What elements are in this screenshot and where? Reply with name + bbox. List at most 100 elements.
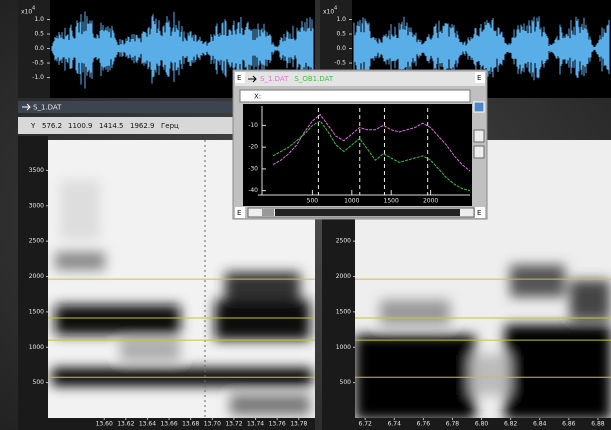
x-tick-label: 1500 bbox=[384, 198, 399, 205]
x-tick-label: 6.74 bbox=[388, 421, 402, 428]
waveform bbox=[51, 11, 314, 89]
y-tick-label: 1000 bbox=[29, 344, 44, 351]
arrow-icon bbox=[248, 75, 257, 83]
blob bbox=[570, 280, 610, 320]
blob bbox=[355, 335, 475, 418]
x-tick-label: 13.72 bbox=[225, 421, 242, 428]
y-tick-label: 1500 bbox=[336, 308, 351, 315]
scale-exponent: 4 bbox=[32, 6, 35, 12]
scale-exponent: 4 bbox=[334, 6, 337, 12]
x-tick-label: 13.66 bbox=[160, 421, 177, 428]
x-field[interactable] bbox=[239, 89, 471, 103]
x-tick-label: 13.68 bbox=[182, 421, 199, 428]
formant-value: 1414.5 bbox=[99, 122, 124, 130]
corner-label: E bbox=[237, 209, 241, 217]
blob bbox=[225, 272, 300, 300]
formant-value: 576.2 bbox=[42, 122, 62, 130]
y-tick-label: -0.5 bbox=[334, 60, 346, 67]
toggle-button[interactable] bbox=[473, 101, 485, 113]
y-tick-label: 0.5 bbox=[34, 31, 44, 38]
corner-label: E bbox=[477, 74, 481, 82]
corner-box bbox=[475, 207, 485, 218]
spectrum-line bbox=[272, 120, 471, 192]
x-field-label: X: bbox=[254, 93, 261, 101]
x-tick-label: 6.82 bbox=[504, 421, 518, 428]
y-tick-label: 3500 bbox=[29, 167, 44, 174]
corner-label: E bbox=[237, 74, 241, 82]
scroll-button[interactable] bbox=[473, 129, 485, 143]
y-tick-label: 2500 bbox=[336, 238, 351, 245]
x-tick-label: 6.72 bbox=[359, 421, 373, 428]
blob bbox=[230, 395, 310, 415]
blob bbox=[60, 180, 100, 240]
x-tick-label: 13.60 bbox=[96, 421, 113, 428]
blob bbox=[470, 355, 510, 395]
blob bbox=[380, 300, 450, 325]
blob bbox=[505, 325, 611, 418]
y-tick-label: 2000 bbox=[336, 273, 351, 280]
cursor-readout: Y 576.2 1100.9 1414.5 1962.9 Герц bbox=[30, 122, 179, 130]
y-tick-label: -30 bbox=[248, 165, 258, 172]
y-tick-label: 1.0 bbox=[34, 16, 44, 23]
x-tick-label: 13.70 bbox=[204, 421, 221, 428]
blob bbox=[120, 340, 180, 360]
spectrum-window: E E X: E E -10 -20 -30 -40 500 1000 1500 2000 S_… bbox=[232, 69, 488, 220]
spectrum-line bbox=[272, 113, 471, 172]
window-title: S_1.DAT bbox=[33, 104, 62, 112]
y-tick-label: 0.5 bbox=[336, 31, 346, 38]
energy bbox=[52, 180, 312, 415]
y-tick-label: -10 bbox=[248, 122, 258, 129]
x-tick-label: 6.84 bbox=[533, 421, 547, 428]
blob bbox=[215, 300, 310, 340]
axis-bg bbox=[355, 418, 611, 430]
window-titlebar[interactable] bbox=[235, 72, 485, 86]
arrow-icon bbox=[22, 103, 31, 111]
corner-box bbox=[235, 207, 245, 218]
y-tick-label: -0.5 bbox=[32, 60, 44, 67]
spectrogram-panel: 500 1000 1500 2000 2500 3000 3500 13.60 13.62 13.… bbox=[18, 136, 315, 430]
y-tick-label: 2000 bbox=[29, 273, 44, 280]
x-tick-label: 13.74 bbox=[247, 421, 264, 428]
y-tick-label: 1.0 bbox=[336, 16, 346, 23]
x-tick-label: 6.80 bbox=[475, 421, 489, 428]
y-tick-label: 0.0 bbox=[34, 45, 44, 52]
scroll-track bbox=[275, 209, 460, 216]
x-tick-label: 6.76 bbox=[417, 421, 431, 428]
scale-base: x10 bbox=[21, 9, 32, 16]
x-tick-label: 6.88 bbox=[591, 421, 605, 428]
x-tick-label: 13.64 bbox=[139, 421, 156, 428]
x-tick-label: 2000 bbox=[423, 198, 438, 205]
corner-label: E bbox=[477, 209, 481, 217]
legend-entry: S_OB1.DAT bbox=[294, 75, 333, 83]
x-tick-label: 6.86 bbox=[562, 421, 576, 428]
y-tick-label: 1000 bbox=[336, 344, 351, 351]
y-tick-label: 1500 bbox=[29, 308, 44, 315]
legend-entry: S_1.DAT bbox=[260, 75, 289, 83]
x-tick-label: 13.76 bbox=[269, 421, 286, 428]
y-tick-label: 500 bbox=[340, 379, 352, 386]
y-tick-label: 2500 bbox=[29, 238, 44, 245]
corner-box bbox=[475, 72, 485, 83]
y-tick-label: -1.0 bbox=[32, 74, 44, 81]
axis-bg bbox=[18, 136, 48, 430]
cursor-label: Y bbox=[30, 122, 36, 130]
y-tick-label: -20 bbox=[248, 144, 258, 151]
blob bbox=[55, 252, 105, 270]
unit-label: Герц bbox=[161, 122, 179, 130]
waveform bbox=[353, 16, 610, 82]
blob bbox=[510, 265, 565, 297]
formant-value: 1100.9 bbox=[68, 122, 93, 130]
x-tick-label: 500 bbox=[307, 198, 319, 205]
y-tick-label: 3000 bbox=[29, 202, 44, 209]
y-tick-label: 0.0 bbox=[336, 45, 346, 52]
scroll-thumb[interactable] bbox=[262, 209, 274, 216]
x-tick-label: 6.78 bbox=[446, 421, 460, 428]
y-tick-label: -40 bbox=[248, 187, 258, 194]
axis-bg bbox=[48, 418, 315, 430]
scroll-button[interactable] bbox=[473, 145, 485, 159]
blob bbox=[55, 305, 180, 335]
x-tick-label: 13.78 bbox=[290, 421, 307, 428]
x-tick-label: 13.62 bbox=[117, 421, 134, 428]
